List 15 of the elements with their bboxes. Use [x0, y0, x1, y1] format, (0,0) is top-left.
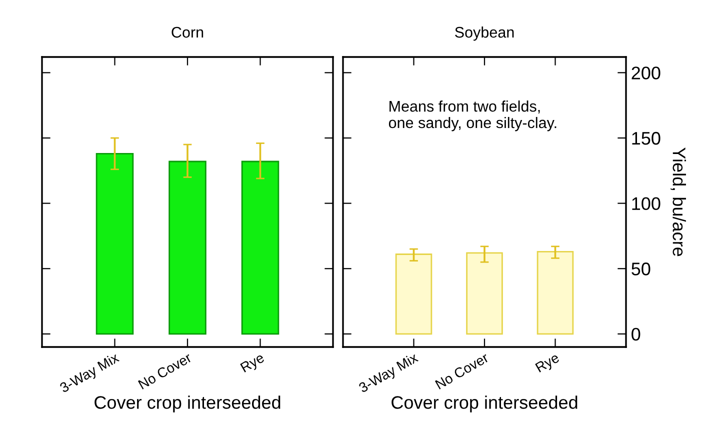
x-tick-label: No Cover	[434, 352, 490, 390]
chart-title: Corn	[172, 26, 204, 38]
annotation: Means from two fields, one sandy, one silty-clay.	[388, 100, 556, 132]
y-axis-title: Yield, bu/acre	[670, 148, 686, 256]
x-axis-title: Cover crop interseeded	[94, 396, 280, 412]
y-tick-label: 0	[632, 328, 640, 341]
chart-title: Soybean	[455, 26, 514, 41]
y-tick-label: 100	[632, 197, 660, 210]
y-tick-label: 50	[632, 262, 650, 276]
x-tick-label: No Cover	[138, 352, 192, 390]
x-axis-title: Cover crop interseeded	[392, 396, 578, 412]
x-tick-label: Rye	[535, 352, 562, 375]
y-tick-label: 150	[632, 132, 660, 145]
x-tick-label: Rye	[240, 352, 266, 375]
y-tick-label: 200	[632, 66, 660, 80]
